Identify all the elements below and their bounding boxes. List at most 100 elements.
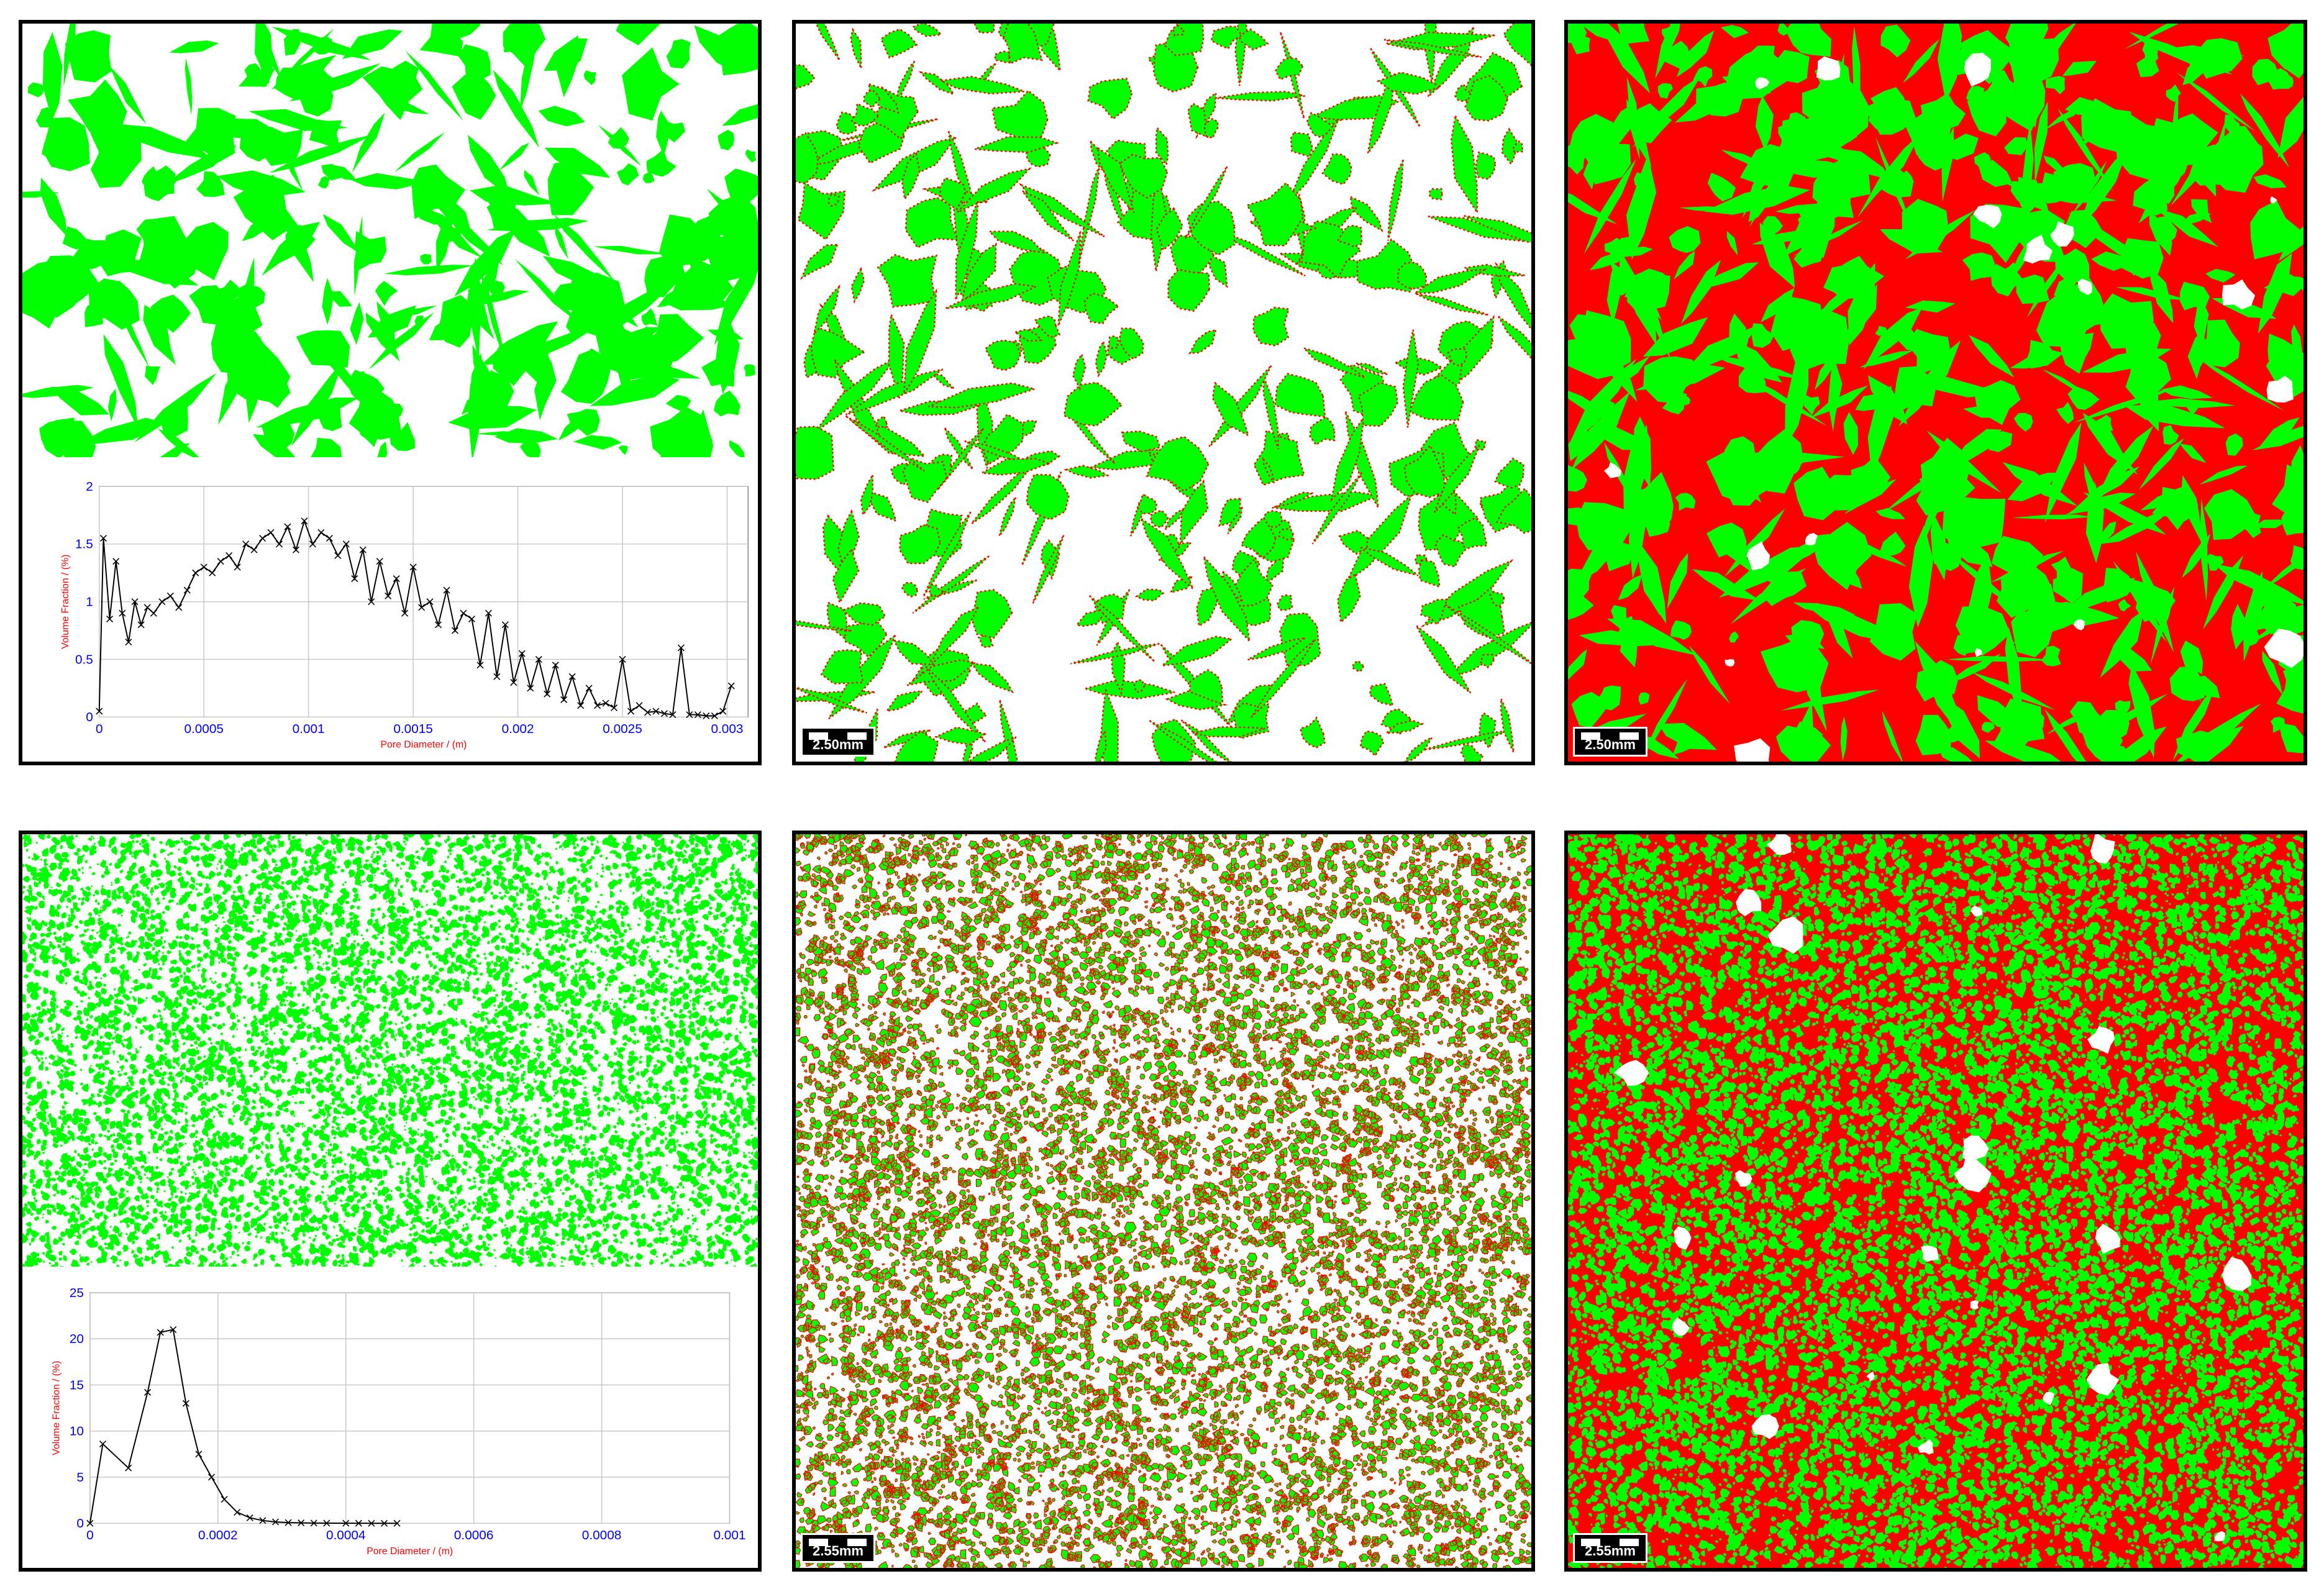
data-point-marker: [644, 709, 651, 716]
data-point-marker: [309, 540, 316, 548]
data-point-marker: [355, 1519, 362, 1527]
x-axis-title: Pore Diameter / (m): [367, 1546, 453, 1557]
pore-size-chart-2: 0 0.0002 0.0004 0.0006 0.0008 0.001 0 5 10 15 20 25…: [22, 1267, 758, 1568]
data-point-marker: [552, 662, 559, 669]
data-point-marker: [234, 563, 241, 571]
y-tick-label: 5: [76, 1470, 84, 1485]
y-tick-label: 1: [86, 595, 93, 609]
data-point-marker: [182, 1400, 189, 1407]
segmentation-texture: [796, 834, 1531, 1568]
data-point-marker: [451, 627, 458, 634]
data-point-marker: [131, 598, 139, 606]
data-point-marker: [594, 702, 601, 709]
data-point-marker: [443, 586, 450, 594]
data-point-marker: [652, 708, 660, 715]
data-point-marker: [409, 563, 417, 571]
y-tick-label: 0: [76, 1516, 84, 1531]
data-point-marker: [298, 1519, 305, 1527]
void-group: [1603, 52, 2303, 762]
panel-bottom-left-segmentation: 0 0.0002 0.0004 0.0006 0.0008 0.001 0 5 10 15 20 25…: [19, 831, 762, 1572]
y-tick-label: 10: [70, 1424, 84, 1439]
data-point-marker: [158, 598, 166, 606]
x-tick-label: 0.0005: [184, 722, 224, 736]
data-point-marker: [192, 569, 199, 576]
x-tick-label: 0.0006: [454, 1528, 494, 1542]
segmentation-texture: [1568, 24, 2303, 762]
data-point-marker: [468, 615, 475, 622]
data-point-marker: [170, 1326, 177, 1333]
data-point-marker: [711, 712, 718, 719]
data-point-marker: [418, 604, 426, 611]
x-tick-label: 0.0008: [582, 1528, 622, 1542]
data-point-marker: [577, 702, 585, 709]
x-tick-label: 0.001: [293, 722, 325, 736]
solid-phase-texture: [22, 24, 758, 458]
data-point-marker: [209, 569, 216, 576]
panel-top-middle-segmentation: 2.50mm: [792, 20, 1535, 765]
segmentation-texture: [1568, 834, 2303, 1568]
data-point-marker: [376, 558, 383, 565]
particle-group: [796, 24, 1531, 762]
y-tick-label: 0: [86, 710, 93, 724]
data-point-marker: [368, 598, 375, 606]
grain-field: [796, 834, 1531, 1568]
scale-bar-ticks: [1581, 732, 1639, 740]
data-point-marker: [317, 529, 325, 536]
data-point-marker: [271, 1518, 279, 1526]
solid-phase-texture: [22, 834, 758, 1269]
data-point-marker: [166, 592, 174, 599]
x-tick-label: 0.0025: [603, 722, 642, 736]
data-point-marker: [380, 1519, 388, 1527]
scale-bar-label: 2.50mm: [1585, 737, 1636, 752]
grain-field: [22, 834, 758, 1269]
y-tick-label: 0.5: [75, 652, 93, 667]
data-point-marker: [435, 621, 442, 629]
data-point-marker: [310, 1519, 317, 1527]
data-point-marker: [493, 673, 501, 680]
x-tick-label: 0.001: [713, 1528, 745, 1542]
chart-1-svg: 0 0.0005 0.001 0.0015 0.002 0.0025 0.003 0 0.5 1 1…: [60, 480, 749, 750]
data-point-marker: [125, 639, 132, 646]
data-point-marker: [334, 552, 342, 559]
data-point-marker: [636, 702, 643, 709]
data-point-marker: [568, 673, 576, 680]
scale-bar-label: 2.55mm: [1585, 1543, 1636, 1559]
data-point-marker: [510, 679, 517, 686]
data-point-marker: [99, 1441, 106, 1448]
data-point-marker: [208, 1473, 216, 1481]
chart-2-svg: 0 0.0002 0.0004 0.0006 0.0008 0.001 0 5 10 15 20 25…: [51, 1286, 745, 1557]
data-point-marker: [619, 655, 626, 663]
data-point-marker: [677, 644, 685, 652]
data-point-marker: [660, 710, 668, 717]
y-axis-title: Volume Fraction / (%): [60, 555, 71, 649]
data-point-marker: [544, 690, 551, 698]
x-tick-label: 0.002: [502, 722, 534, 736]
data-point-marker: [393, 575, 400, 583]
data-point-marker: [460, 609, 467, 617]
data-point-marker: [368, 1519, 375, 1527]
data-point-marker: [535, 655, 542, 663]
data-point-marker: [86, 1519, 94, 1527]
x-tick-label: 0: [86, 1528, 94, 1542]
data-point-marker: [250, 546, 258, 553]
y-tick-label: 15: [70, 1378, 84, 1392]
x-tick-label: 0.0002: [198, 1528, 238, 1542]
x-axis-title: Pore Diameter / (m): [380, 740, 467, 750]
data-point-marker: [727, 682, 735, 690]
grain-field: [1568, 834, 2303, 1568]
data-point-marker: [259, 1517, 267, 1524]
scale-bar-ticks: [1581, 1539, 1639, 1546]
data-point-marker: [719, 708, 727, 715]
y-tick-label: 1.5: [75, 537, 93, 552]
data-point-marker: [106, 615, 114, 622]
data-point-marker: [342, 540, 350, 548]
data-point-marker: [195, 1450, 203, 1458]
x-tick-label: 0.0004: [326, 1528, 366, 1542]
data-point-marker: [703, 712, 710, 719]
data-point-marker: [669, 711, 677, 719]
particle-group: [1568, 24, 2303, 762]
data-point-marker: [393, 1519, 401, 1527]
data-point-marker: [585, 685, 593, 692]
x-tick-label: 0: [96, 722, 103, 736]
panel-bottom-right-segmentation: 2.55mm: [1564, 831, 2307, 1572]
